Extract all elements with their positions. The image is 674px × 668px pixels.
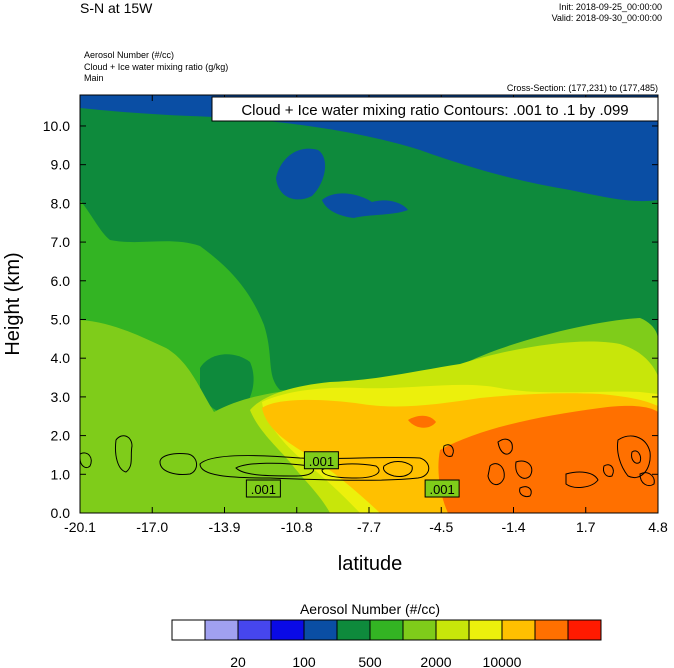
cloud-ice-contour-line bbox=[443, 444, 454, 457]
y-tick-label: 9.0 bbox=[51, 157, 71, 173]
colorbar-box bbox=[501, 619, 536, 641]
dark-green-patch bbox=[200, 354, 254, 415]
y-tick-label: 5.0 bbox=[51, 311, 71, 327]
plot-title: S-N at 15W bbox=[80, 0, 153, 16]
cloud-ice-contour-line bbox=[497, 438, 513, 455]
colorbar-labels: 20 100 500 2000 10000 bbox=[230, 654, 521, 668]
colorbar-box bbox=[336, 619, 371, 641]
contour-label-box bbox=[245, 479, 281, 498]
colorbar-box bbox=[435, 619, 470, 641]
y-axis: 0.0 1.0 2.0 3.0 4.0 5.0 6.0 7.0 8.0 9.0 10.0 bbox=[43, 118, 658, 521]
contour-title: Cloud + Ice water mixing ratio Contours:… bbox=[241, 102, 628, 119]
valid-time: Valid: 2018-09-30_00:00:00 bbox=[551, 13, 662, 23]
y-axis-label: Height (km) bbox=[2, 252, 24, 355]
cloud-ice-contour-line bbox=[487, 463, 505, 485]
contour-label-box bbox=[424, 479, 460, 498]
blue-patch bbox=[276, 148, 326, 200]
cloud-ice-contour-line bbox=[235, 462, 314, 477]
cloud-ice-contour-line bbox=[565, 471, 599, 488]
contour-label: .001 bbox=[251, 482, 276, 497]
x-tick-label: 1.7 bbox=[576, 519, 596, 535]
cloud-ice-contour-line bbox=[515, 460, 533, 479]
x-axis-label: latitude bbox=[338, 553, 403, 575]
colorbar-box bbox=[204, 619, 239, 641]
variable-label-main: Main bbox=[84, 73, 104, 83]
cloud-ice-contour-line bbox=[639, 472, 655, 487]
cloud-ice-contour-line bbox=[603, 464, 614, 477]
colorbar-box bbox=[369, 619, 404, 641]
colorbar-box bbox=[237, 619, 272, 641]
x-tick-label: -17.0 bbox=[136, 519, 168, 535]
x-tick-label: -4.5 bbox=[429, 519, 453, 535]
colorbar-box bbox=[270, 619, 305, 641]
contour-labels: .001 .001 .001 bbox=[245, 451, 460, 498]
blue-patch bbox=[514, 139, 529, 153]
y-tick-label: 6.0 bbox=[51, 273, 71, 289]
dark-green-patch bbox=[275, 342, 326, 375]
colorbar-label: 20 bbox=[230, 654, 246, 668]
variable-label-aerosol: Aerosol Number (#/cc) bbox=[84, 50, 175, 60]
colorbar-box bbox=[303, 619, 338, 641]
x-tick-label: -7.7 bbox=[357, 519, 381, 535]
y-tick-label: 0.0 bbox=[51, 505, 71, 521]
cross-section-label: Cross-Section: (177,231) to (177,485) bbox=[506, 83, 658, 93]
colorbar bbox=[171, 619, 602, 641]
y-tick-label: 8.0 bbox=[51, 195, 71, 211]
y-tick-label: 4.0 bbox=[51, 350, 71, 366]
init-time: Init: 2018-09-25_00:00:00 bbox=[558, 2, 662, 12]
colorbar-box bbox=[468, 619, 503, 641]
cloud-ice-contour-line bbox=[519, 486, 532, 497]
cloud-ice-contour-line bbox=[159, 453, 197, 475]
upper-blue-region bbox=[80, 95, 658, 202]
x-tick-label: -20.1 bbox=[64, 519, 96, 535]
y-tick-label: 10.0 bbox=[43, 118, 70, 134]
dark-orange-region bbox=[438, 405, 658, 513]
cloud-ice-contour-line bbox=[115, 435, 133, 473]
x-tick-label: 4.8 bbox=[648, 519, 668, 535]
y-tick-label: 1.0 bbox=[51, 466, 71, 482]
contour-label: .001 bbox=[429, 482, 454, 497]
x-axis: -20.1 -17.0 -13.9 -10.8 -7.7 -4.5 -1.4 1.7 4.8 bbox=[64, 95, 668, 535]
colorbar-box bbox=[402, 619, 437, 641]
contour-label-box bbox=[303, 451, 339, 470]
blue-patch bbox=[322, 193, 408, 218]
x-tick-label: -10.8 bbox=[281, 519, 313, 535]
colorbar-box bbox=[534, 619, 569, 641]
cloud-ice-contour-line bbox=[631, 450, 641, 464]
cloud-ice-contour-line bbox=[321, 463, 380, 479]
x-tick-label: -1.4 bbox=[501, 519, 525, 535]
colorbar-label: 2000 bbox=[420, 654, 451, 668]
aerosol-field bbox=[80, 95, 658, 513]
cloud-ice-contour-line bbox=[80, 452, 92, 469]
colorbar-box bbox=[567, 619, 602, 641]
cloud-ice-contours bbox=[80, 435, 655, 497]
variable-label-cloud-ice: Cloud + Ice water mixing ratio (g/kg) bbox=[84, 62, 229, 72]
contour-label: .001 bbox=[309, 454, 334, 469]
colorbar-box bbox=[171, 619, 206, 641]
y-tick-label: 7.0 bbox=[51, 234, 71, 250]
contour-title-box: Cloud + Ice water mixing ratio Contours:… bbox=[211, 96, 659, 122]
y-tick-label: 2.0 bbox=[51, 428, 71, 444]
colorbar-label: 500 bbox=[358, 654, 382, 668]
colorbar-label: 10000 bbox=[483, 654, 522, 668]
colorbar-label: 100 bbox=[292, 654, 316, 668]
dark-orange-patch bbox=[408, 415, 436, 428]
x-tick-label: -13.9 bbox=[209, 519, 241, 535]
cloud-ice-contour-line bbox=[199, 455, 430, 481]
colorbar-title: Aerosol Number (#/cc) bbox=[300, 601, 440, 617]
cloud-ice-contour-line bbox=[383, 461, 413, 477]
y-tick-label: 3.0 bbox=[51, 389, 71, 405]
